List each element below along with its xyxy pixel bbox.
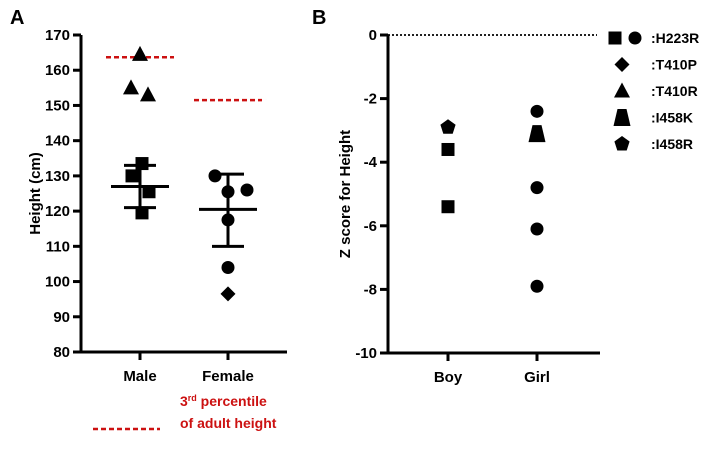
circle-marker: [221, 260, 235, 274]
y-tick-label: 110: [46, 238, 70, 255]
legend: :H223R :T410P :T410R :I458K :I458R: [608, 30, 699, 152]
legend-line-label-rest: percentile: [197, 393, 267, 409]
legend-line-label-num: 3: [180, 393, 188, 409]
y-axis-label: Height (cm): [27, 152, 44, 235]
triangle-marker: [132, 45, 148, 61]
legend-label: :T410R: [651, 83, 698, 99]
panel-a: 80 90 100 110 120 130 140 150 160 170 Height (cm) M…: [27, 27, 287, 385]
circle-marker: [628, 31, 642, 45]
pentagon-marker: [440, 119, 456, 134]
y-tick-label: -4: [364, 154, 378, 171]
reference-line-legend: 3rd percentile of adult height: [93, 393, 277, 431]
trapezoid-marker: [528, 125, 546, 143]
y-tick-label: 140: [45, 133, 70, 150]
x-tick-label: Female: [202, 368, 254, 385]
legend-label: :H223R: [651, 30, 699, 46]
triangle-marker: [140, 86, 156, 102]
legend-line-label-2: of adult height: [180, 415, 277, 431]
legend-label: :T410P: [651, 57, 697, 73]
y-tick-label: -8: [364, 281, 377, 298]
legend-line-label: 3rd percentile: [180, 393, 267, 409]
diamond-marker: [614, 57, 630, 72]
square-marker: [441, 200, 455, 214]
square-marker: [142, 185, 156, 199]
diamond-marker: [220, 286, 236, 302]
legend-item: :T410R: [614, 82, 698, 99]
legend-item: :I458R: [614, 136, 693, 152]
x-tick-label: Boy: [434, 369, 463, 386]
y-tick-label: 0: [369, 27, 377, 44]
square-marker: [441, 142, 455, 156]
triangle-marker: [614, 82, 630, 98]
legend-label: :I458R: [651, 136, 693, 152]
triangle-marker: [123, 79, 139, 95]
circle-marker: [240, 183, 254, 197]
legend-item: :T410P: [614, 57, 697, 73]
legend-label: :I458K: [651, 110, 693, 126]
y-tick-label: -2: [364, 91, 377, 108]
y-tick-label: -10: [355, 345, 377, 362]
y-tick-label: 160: [45, 62, 70, 79]
trapezoid-marker: [613, 109, 631, 126]
y-tick-label: -6: [364, 218, 377, 235]
y-tick-label: 120: [45, 203, 70, 220]
y-axis-label: Z score for Height: [337, 130, 354, 258]
y-tick-label: 90: [53, 309, 70, 326]
panel-label-b: B: [312, 7, 326, 29]
x-tick-label: Male: [123, 368, 156, 385]
square-marker: [125, 169, 139, 183]
legend-item: :I458K: [613, 109, 693, 126]
legend-line-label-sup: rd: [188, 393, 197, 403]
square-marker: [608, 31, 622, 45]
circle-marker: [208, 169, 222, 183]
circle-marker: [530, 104, 544, 118]
y-tick-label: 130: [45, 168, 70, 185]
legend-item: :H223R: [608, 30, 699, 46]
y-tick-label: 100: [45, 274, 70, 291]
circle-marker: [530, 222, 544, 236]
y-tick-label: 80: [53, 344, 70, 361]
circle-marker: [530, 279, 544, 293]
circle-marker: [530, 181, 544, 195]
square-marker: [135, 157, 149, 171]
panel-label-a: A: [10, 7, 24, 29]
pentagon-marker: [614, 136, 630, 151]
panel-b: -10 -8 -6 -4 -2 0 Z score for Height Boy Girl :H2…: [337, 27, 699, 386]
square-marker: [135, 206, 149, 220]
x-tick-label: Girl: [524, 369, 550, 386]
y-tick-label: 170: [45, 27, 70, 44]
y-tick-label: 150: [45, 97, 70, 114]
